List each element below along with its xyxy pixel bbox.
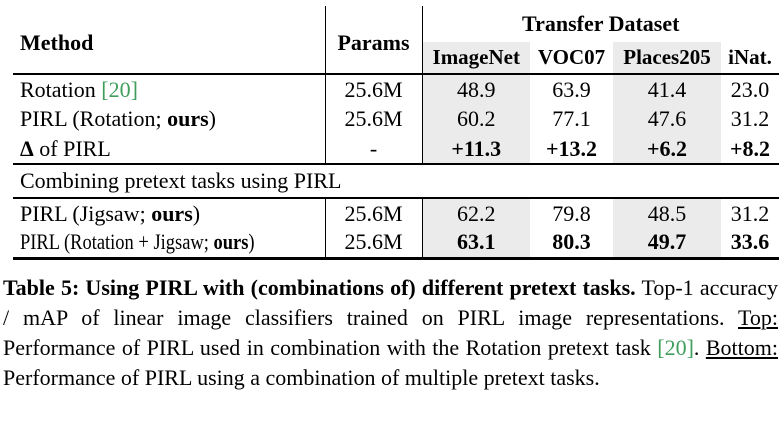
caption-text: .: [693, 334, 706, 360]
value-cell-inat: 33.6: [721, 228, 779, 260]
caption-bottom-label: Bottom:: [705, 334, 778, 360]
column-header-imagenet: ImageNet: [422, 42, 530, 75]
delta-symbol: Δ: [20, 135, 34, 161]
section-label: Combining pretext tasks using PIRL: [13, 164, 779, 199]
params-cell: 25.6M: [325, 198, 423, 228]
results-table: Method Params Transfer Dataset ImageNet …: [13, 6, 779, 260]
citation-link[interactable]: [20]: [101, 76, 138, 102]
row-pirl-rotation: PIRL (Rotation; ours) 25.6M 60.2 77.1 47…: [13, 104, 779, 134]
value-cell-imagenet: +11.3: [422, 134, 530, 165]
value-cell-imagenet: 48.9: [422, 74, 530, 104]
header-row-top: Method Params Transfer Dataset: [13, 6, 779, 75]
caption-text: Performance of PIRL using a combination …: [3, 364, 600, 390]
value-cell-places205: 48.5: [613, 198, 721, 228]
value-cell-places205: 41.4: [613, 74, 721, 104]
row-pirl-rotation-jigsaw: PIRL (Rotation + Jigsaw; ours) 25.6M 63.…: [13, 228, 779, 260]
value-cell-voc07: +13.2: [530, 134, 613, 165]
caption-top-label: Top:: [737, 304, 778, 330]
caption-text: Performance of PIRL used in combination …: [3, 334, 658, 360]
params-cell: 25.6M: [325, 228, 423, 260]
method-text: ): [208, 106, 216, 132]
method-cell: PIRL (Rotation; ours): [13, 104, 326, 134]
row-delta-of-pirl: Δ of PIRL - +11.3 +13.2 +6.2 +8.2: [13, 134, 779, 165]
column-header-places205: Places205: [613, 42, 721, 75]
method-text: PIRL (Rotation + Jigsaw;: [20, 229, 214, 255]
value-cell-inat: +8.2: [721, 134, 779, 165]
method-text: PIRL (Jigsaw;: [20, 200, 152, 226]
method-text-bold: ours: [213, 229, 249, 255]
caption-title: Table 5: Using PIRL with (combinations o…: [3, 274, 636, 300]
params-cell: -: [325, 134, 423, 165]
method-cell: PIRL (Jigsaw; ours): [13, 198, 326, 228]
column-group-header-transfer-dataset: Transfer Dataset: [522, 11, 680, 37]
value-cell-places205: 49.7: [613, 228, 721, 260]
method-text-bold: ours: [167, 106, 209, 132]
value-cell-places205: +6.2: [613, 134, 721, 165]
method-text-bold: ours: [151, 200, 193, 226]
row-pirl-jigsaw: PIRL (Jigsaw; ours) 25.6M 62.2 79.8 48.5…: [13, 198, 779, 228]
column-header-method: Method: [13, 6, 326, 75]
method-text: PIRL (Rotation;: [20, 106, 168, 132]
citation-link[interactable]: [20]: [657, 334, 694, 360]
value-cell-voc07: 77.1: [552, 106, 591, 132]
value-cell-imagenet: 60.2: [422, 104, 530, 134]
method-text: of PIRL: [33, 135, 111, 161]
header-row-datasets: ImageNet VOC07 Places205 iNat.: [13, 42, 779, 75]
value-cell-inat: 31.2: [730, 106, 770, 132]
column-header-voc07: VOC07: [530, 42, 613, 75]
method-cell: PIRL (Rotation + Jigsaw; ours): [13, 228, 326, 260]
value-cell-imagenet: 62.2: [422, 198, 530, 228]
value-cell-voc07: 63.9: [552, 76, 591, 102]
method-cell: Rotation [20]: [13, 74, 326, 104]
caption-text: Top-1 accuracy / mAP of linear image cla…: [3, 274, 778, 330]
value-cell-imagenet: 63.1: [422, 228, 530, 260]
value-cell-inat: 23.0: [730, 76, 770, 102]
table-caption: Table 5: Using PIRL with (combinations o…: [3, 273, 778, 393]
method-text: ): [192, 200, 201, 226]
method-cell: Δ of PIRL: [13, 134, 326, 165]
value-cell-voc07: 80.3: [530, 228, 613, 260]
params-cell: 25.6M: [325, 74, 423, 104]
method-text: ): [248, 229, 255, 255]
column-header-params: Params: [325, 6, 423, 75]
value-cell-voc07: 79.8: [552, 200, 591, 226]
value-cell-places205: 47.6: [613, 104, 721, 134]
params-cell: 25.6M: [325, 104, 423, 134]
value-cell-inat: 31.2: [730, 200, 770, 226]
column-header-inat: iNat.: [721, 42, 779, 75]
row-rotation: Rotation [20] 25.6M 48.9 63.9 41.4 23.0: [13, 74, 779, 104]
method-text: Rotation: [20, 76, 102, 102]
section-row: Combining pretext tasks using PIRL: [13, 164, 779, 199]
